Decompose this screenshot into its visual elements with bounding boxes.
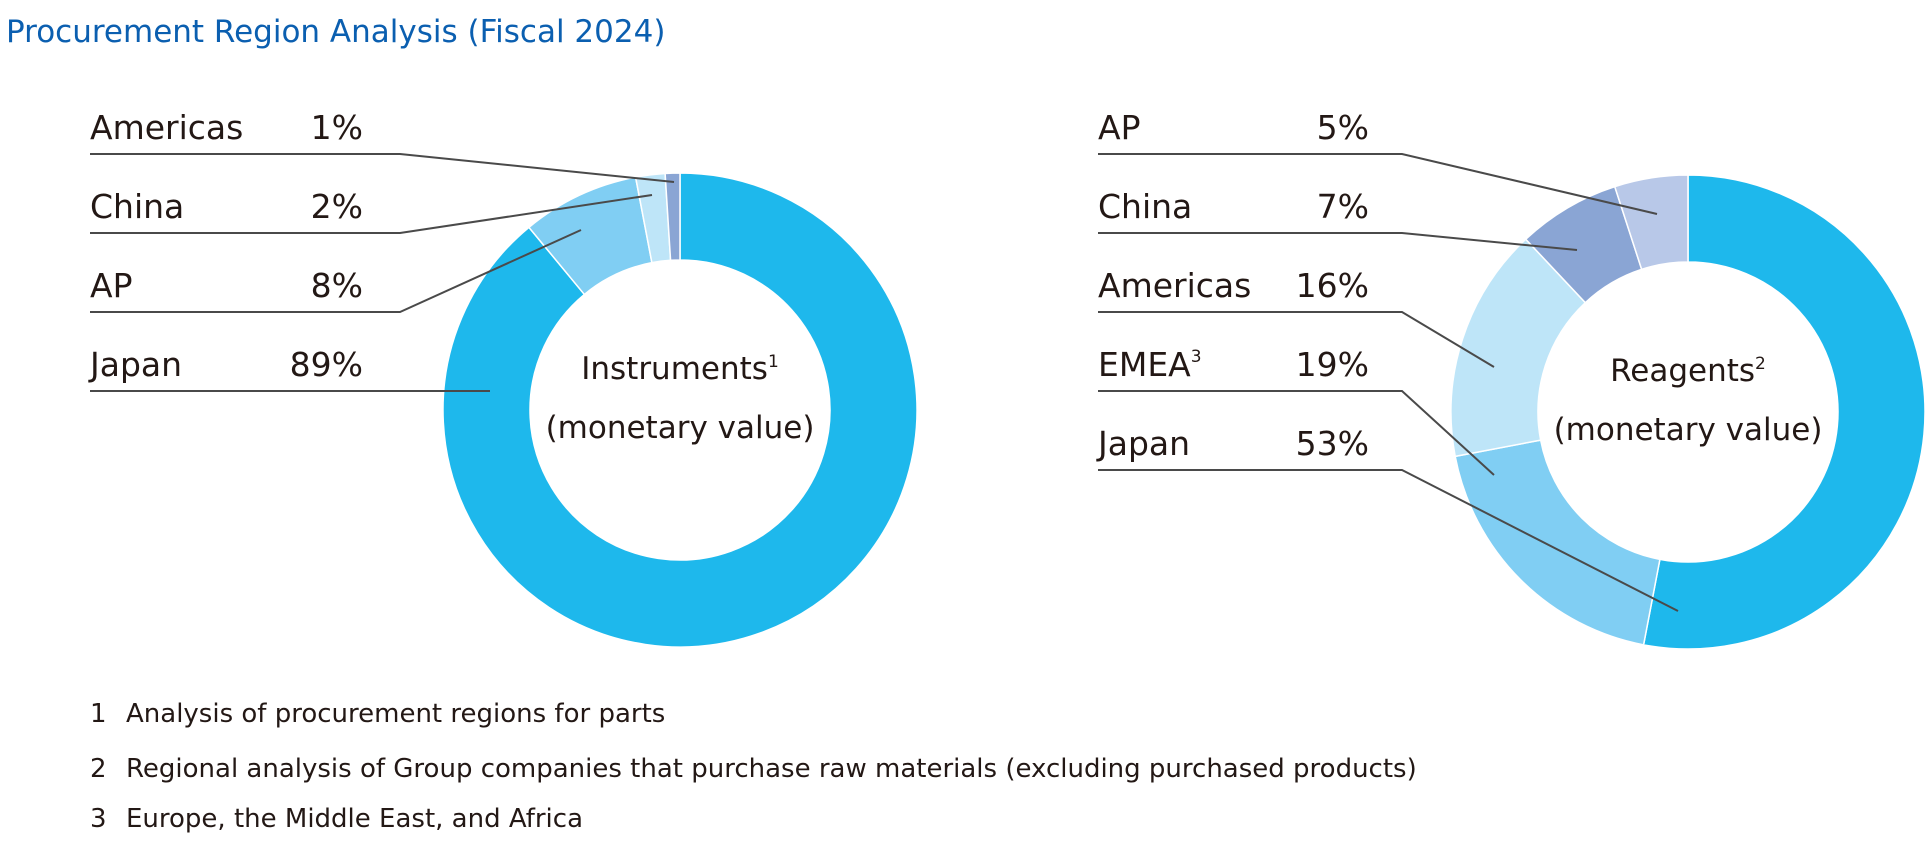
footnote-number: 1 xyxy=(90,699,107,729)
center-label: Reagents2 xyxy=(1610,353,1766,389)
legend-footnote-ref: 3 xyxy=(1191,347,1202,367)
center-sublabel: (monetary value) xyxy=(546,410,815,446)
slice-americas xyxy=(664,172,681,262)
center-sublabel: (monetary value) xyxy=(1554,412,1823,448)
leader-line-americas xyxy=(90,153,675,183)
slice-ap xyxy=(1613,174,1689,271)
legend-value-americas: 16% xyxy=(1296,266,1369,305)
donut-chart-1: Instruments1 (monetary value) Americas 1% Ch… xyxy=(88,108,918,648)
chart-title: Procurement Region Analysis (Fiscal 2024… xyxy=(6,14,665,50)
legend-label-china: China xyxy=(90,187,184,226)
legend-value-emea: 19% xyxy=(1296,345,1369,384)
legend-label-ap: AP xyxy=(1098,108,1140,147)
legend-label-americas: Americas xyxy=(1098,266,1251,305)
legend-label-japan: Japan xyxy=(88,345,182,384)
slice-japan xyxy=(442,172,918,648)
leader-line-americas xyxy=(1098,311,1495,368)
legend-value-ap: 5% xyxy=(1317,108,1369,147)
footnote-text: Regional analysis of Group companies tha… xyxy=(126,754,1417,784)
legend-label-japan: Japan xyxy=(1096,424,1190,463)
legend-label-china: China xyxy=(1098,187,1192,226)
leader-line-emea xyxy=(1098,390,1495,476)
center-label-footnote-ref: 1 xyxy=(768,352,779,372)
legend-value-americas: 1% xyxy=(311,108,363,147)
legend-value-japan: 53% xyxy=(1296,424,1369,463)
leader-line-china xyxy=(90,194,653,234)
legend-label-emea: EMEA3 xyxy=(1098,345,1202,384)
footnote-number: 2 xyxy=(90,754,107,784)
slice-japan xyxy=(1642,174,1926,650)
leader-line-ap xyxy=(90,229,582,313)
footnote-text: Europe, the Middle East, and Africa xyxy=(126,804,583,834)
footnote-number: 3 xyxy=(90,804,107,834)
legend-value-china: 2% xyxy=(311,187,363,226)
center-label: Instruments1 xyxy=(581,351,779,387)
leader-line-japan xyxy=(1098,469,1679,612)
slice-emea xyxy=(1454,439,1661,646)
center-label-footnote-ref: 2 xyxy=(1755,354,1766,374)
legend-value-japan: 89% xyxy=(290,345,363,384)
legend-value-ap: 8% xyxy=(311,266,363,305)
leader-line-china xyxy=(1098,232,1578,251)
leader-line-ap xyxy=(1098,153,1658,215)
footnote-text: Analysis of procurement regions for part… xyxy=(126,699,665,729)
legend-label-ap: AP xyxy=(90,266,132,305)
legend-label-americas: Americas xyxy=(90,108,243,147)
donut-chart-2: Reagents2 (monetary value) AP 5% China 7% Amer… xyxy=(1096,108,1926,650)
legend-value-china: 7% xyxy=(1317,187,1369,226)
footnotes: 1 Analysis of procurement regions for par… xyxy=(90,699,1417,834)
